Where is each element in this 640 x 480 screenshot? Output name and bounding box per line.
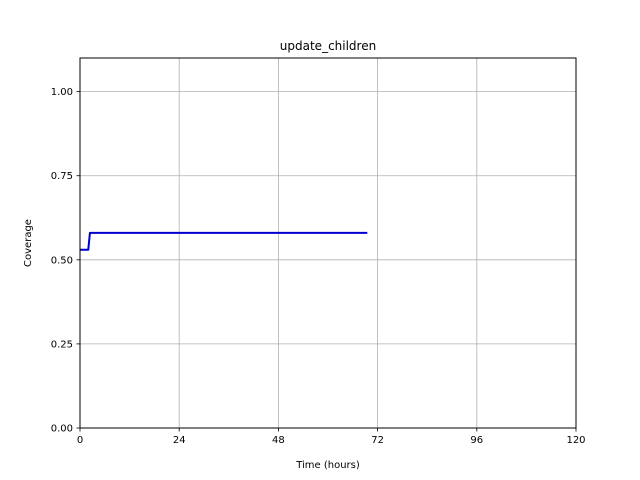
y-axis-label: Coverage bbox=[23, 219, 34, 267]
x-tick-label: 24 bbox=[173, 435, 186, 446]
y-axis: 0.00 0.25 0.50 0.75 1.00 bbox=[51, 87, 80, 435]
y-tick-label: 0.25 bbox=[51, 339, 73, 350]
chart-title: update_children bbox=[280, 39, 376, 53]
x-tick-label: 120 bbox=[566, 435, 585, 446]
y-tick-label: 0.00 bbox=[51, 424, 73, 435]
x-tick-label: 0 bbox=[77, 435, 83, 446]
plot-frame bbox=[79, 57, 577, 429]
x-tick-label: 96 bbox=[470, 435, 483, 446]
x-tick-label: 72 bbox=[371, 435, 384, 446]
x-tick-label: 48 bbox=[272, 435, 285, 446]
series-line bbox=[80, 231, 368, 251]
y-tick-label: 1.00 bbox=[51, 87, 73, 98]
y-tick-label: 0.50 bbox=[51, 255, 73, 266]
x-axis-label: Time (hours) bbox=[295, 460, 360, 471]
series-layer bbox=[80, 231, 368, 251]
y-tick-label: 0.75 bbox=[51, 171, 73, 182]
x-axis: 0 24 48 72 96 120 bbox=[77, 428, 586, 446]
